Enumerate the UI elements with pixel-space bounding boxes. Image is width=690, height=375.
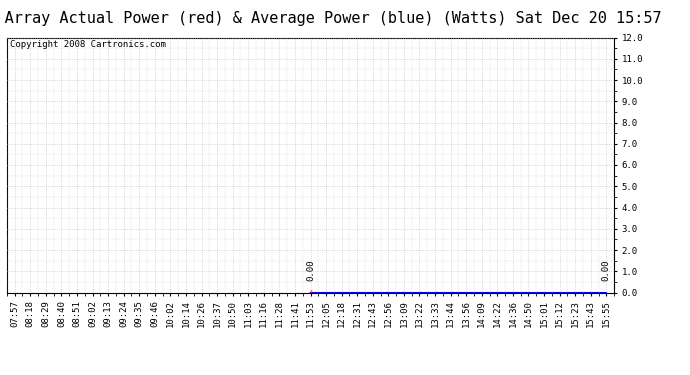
Text: Copyright 2008 Cartronics.com: Copyright 2008 Cartronics.com	[10, 40, 166, 49]
Text: West Array Actual Power (red) & Average Power (blue) (Watts) Sat Dec 20 15:57: West Array Actual Power (red) & Average …	[0, 11, 662, 26]
Text: 0.00: 0.00	[602, 260, 611, 281]
Text: 0.00: 0.00	[306, 260, 315, 281]
